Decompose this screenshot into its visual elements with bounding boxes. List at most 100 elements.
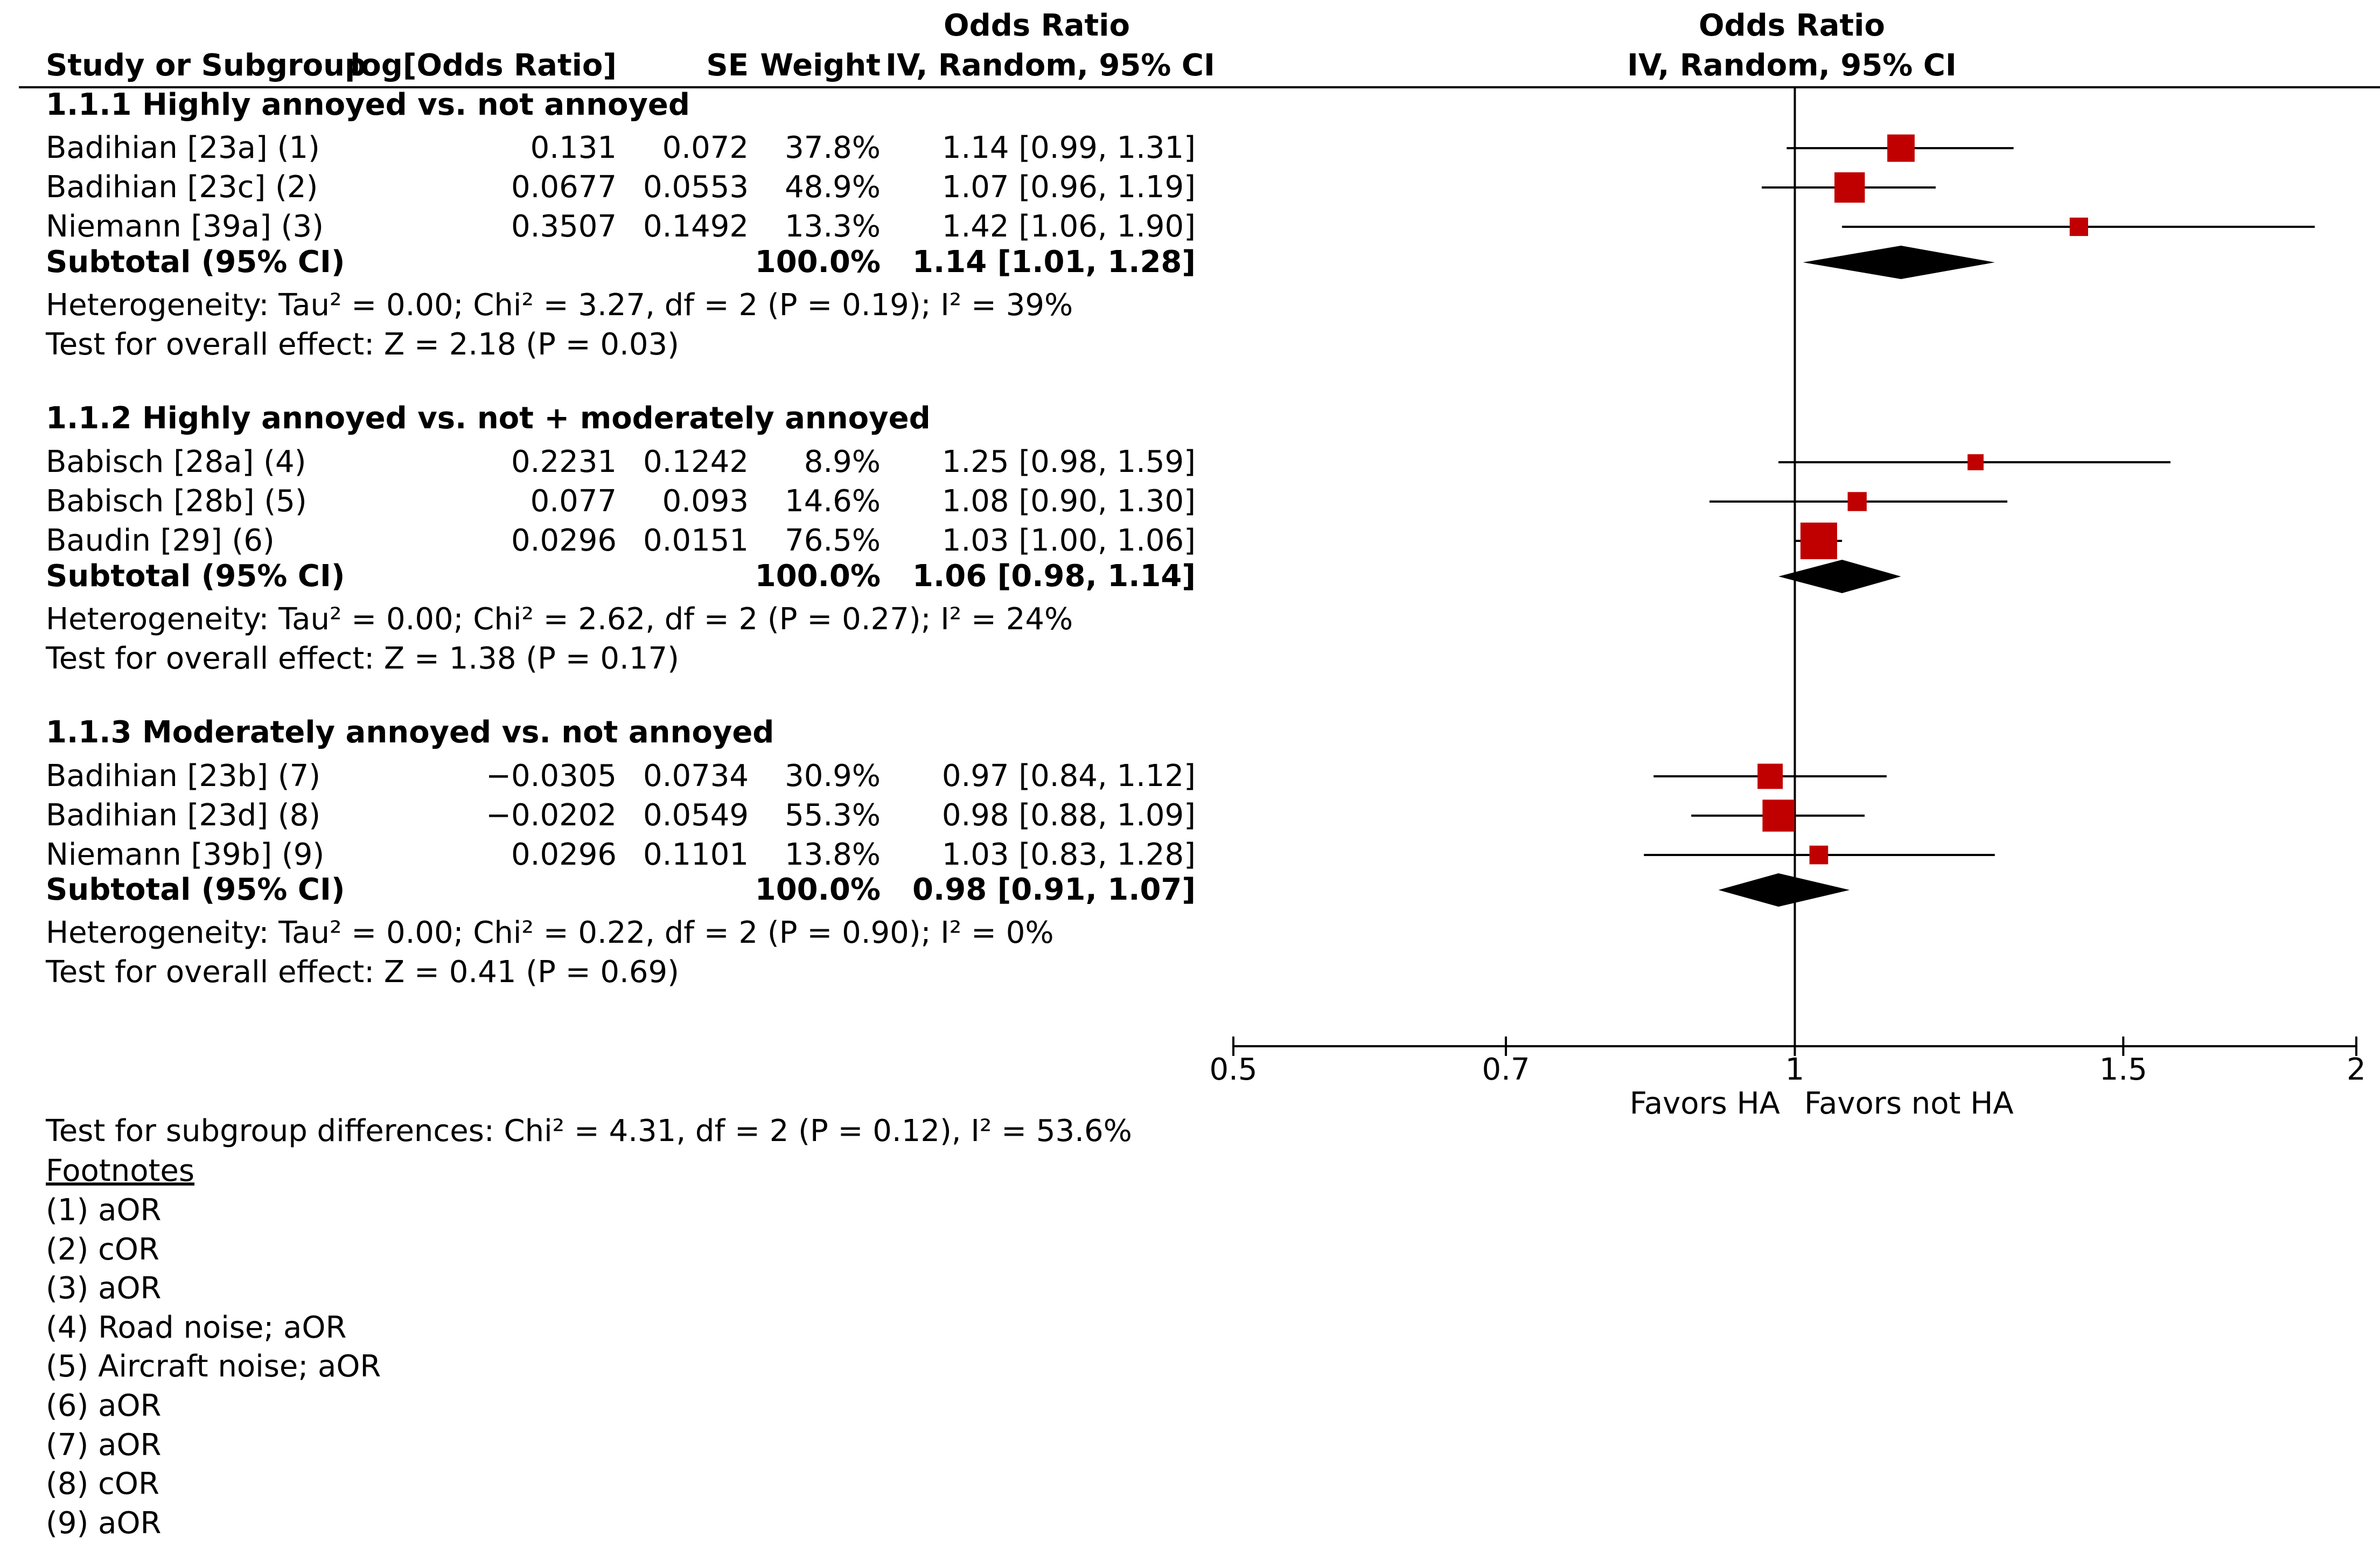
study-weight: 55.3% — [785, 798, 881, 833]
subtotal-diamond — [1778, 560, 1901, 593]
logor-column-header: log[Odds Ratio] — [350, 48, 617, 83]
x-axis-tick-label: 2 — [2347, 1052, 2366, 1087]
subtotal-label: Subtotal (95% CI) — [46, 872, 345, 907]
subtotal-row: Subtotal (95% CI) 100.0% 1.14 [1.01, 1.2… — [46, 245, 1196, 280]
heterogeneity-text: Heterogeneity: Tau² = 0.00; Chi² = 0.22,… — [46, 915, 1054, 950]
study-logor: −0.0305 — [486, 759, 617, 794]
se-column-header: SE — [706, 48, 749, 83]
subgroup-differences-text: Test for subgroup differences: Chi² = 4.… — [45, 1114, 1132, 1149]
study-logor: 0.0296 — [511, 837, 617, 872]
table-row: Babisch [28b] (5) 0.077 0.093 14.6% 1.08… — [46, 484, 1196, 519]
study-name: Niemann [39a] (3) — [46, 209, 324, 244]
study-point-square — [1887, 134, 1915, 162]
table-row: Baudin [29] (6) 0.0296 0.0151 76.5% 1.03… — [46, 523, 1196, 558]
overall-effect-text: Test for overall effect: Z = 1.38 (P = 0… — [45, 641, 679, 676]
study-se: 0.0553 — [643, 170, 749, 205]
x-axis-tick-label: 0.5 — [1209, 1052, 1257, 1087]
study-name: Badihian [23c] (2) — [46, 170, 318, 205]
subgroup-title: 1.1.2 Highly annoyed vs. not + moderatel… — [46, 401, 931, 436]
study-ci: 1.14 [0.99, 1.31] — [942, 130, 1196, 165]
study-logor: 0.131 — [531, 130, 617, 165]
or-column-title: Odds Ratio — [944, 8, 1130, 43]
subtotal-weight: 100.0% — [755, 559, 881, 594]
footnotes-title: Footnotes — [46, 1153, 194, 1188]
study-name: Badihian [23b] (7) — [46, 759, 320, 794]
table-row: Badihian [23c] (2) 0.0677 0.0553 48.9% 1… — [46, 170, 1196, 205]
study-se: 0.0734 — [643, 759, 749, 794]
plot-method: IV, Random, 95% CI — [1627, 48, 1957, 83]
subgroup-title: 1.1.3 Moderately annoyed vs. not annoyed — [46, 715, 774, 750]
study-point-square — [1809, 845, 1828, 865]
table-row: Niemann [39a] (3) 0.3507 0.1492 13.3% 1.… — [46, 209, 1196, 244]
heterogeneity-text: Heterogeneity: Tau² = 0.00; Chi² = 3.27,… — [46, 288, 1073, 323]
footnote-item: (9) aOR — [46, 1506, 161, 1541]
study-ci: 0.98 [0.88, 1.09] — [942, 798, 1196, 833]
footnote-item: (2) cOR — [46, 1232, 159, 1267]
study-name: Babisch [28a] (4) — [46, 444, 306, 479]
study-ci: 0.97 [0.84, 1.12] — [942, 759, 1196, 794]
study-se: 0.1242 — [643, 444, 749, 479]
subtotal-ci: 1.06 [0.98, 1.14] — [912, 559, 1196, 594]
study-name: Niemann [39b] (9) — [46, 837, 324, 872]
study-weight: 76.5% — [785, 523, 881, 558]
study-point-square — [1757, 763, 1783, 789]
favors-right-label: Favors not HA — [1804, 1086, 2014, 1121]
table-row: Badihian [23d] (8) −0.0202 0.0549 55.3% … — [46, 798, 1196, 833]
study-ci: 1.03 [1.00, 1.06] — [942, 523, 1196, 558]
footnote-item: (8) cOR — [46, 1466, 159, 1501]
study-logor: 0.0677 — [511, 170, 617, 205]
subtotal-weight: 100.0% — [755, 872, 881, 907]
subtotal-weight: 100.0% — [755, 245, 881, 280]
study-weight: 13.8% — [785, 837, 881, 872]
study-name: Badihian [23a] (1) — [46, 130, 320, 165]
footnote-item: (4) Road noise; aOR — [46, 1310, 346, 1345]
study-point-square — [1834, 172, 1865, 203]
x-axis-tick-label: 0.7 — [1482, 1052, 1530, 1087]
study-point-square — [1800, 523, 1837, 559]
subtotal-diamond — [1718, 873, 1850, 907]
study-name: Baudin [29] (6) — [46, 523, 275, 558]
footnote-item: (7) aOR — [46, 1428, 161, 1463]
study-weight: 37.8% — [785, 130, 881, 165]
study-logor: 0.2231 — [511, 444, 617, 479]
study-name: Babisch [28b] (5) — [46, 484, 307, 519]
study-ci: 1.03 [0.83, 1.28] — [942, 837, 1196, 872]
study-logor: 0.0296 — [511, 523, 617, 558]
subtotal-diamond — [1803, 246, 1995, 279]
overall-effect-text: Test for overall effect: Z = 0.41 (P = 0… — [45, 955, 679, 990]
subtotal-row: Subtotal (95% CI) 100.0% 0.98 [0.91, 1.0… — [46, 872, 1196, 907]
study-logor: −0.0202 — [486, 798, 617, 833]
study-weight: 13.3% — [785, 209, 881, 244]
study-ci: 1.25 [0.98, 1.59] — [942, 444, 1196, 479]
footnote-item: (5) Aircraft noise; aOR — [46, 1349, 381, 1384]
subgroup-title: 1.1.1 Highly annoyed vs. not annoyed — [46, 87, 690, 122]
study-point-square — [1847, 492, 1867, 511]
overall-effect-text: Test for overall effect: Z = 2.18 (P = 0… — [45, 327, 679, 362]
subtotal-row: Subtotal (95% CI) 100.0% 1.06 [0.98, 1.1… — [46, 559, 1196, 594]
weight-column-header: Weight — [760, 48, 881, 83]
study-logor: 0.3507 — [511, 209, 617, 244]
heterogeneity-text: Heterogeneity: Tau² = 0.00; Chi² = 2.62,… — [46, 602, 1073, 637]
subtotal-ci: 0.98 [0.91, 1.07] — [912, 872, 1196, 907]
x-axis-tick-label: 1 — [1785, 1052, 1805, 1087]
study-weight: 30.9% — [785, 759, 881, 794]
study-se: 0.093 — [662, 484, 749, 519]
subtotal-label: Subtotal (95% CI) — [46, 559, 345, 594]
study-point-square — [2069, 217, 2088, 237]
table-row: Niemann [39b] (9) 0.0296 0.1101 13.8% 1.… — [46, 837, 1196, 872]
study-se: 0.0549 — [643, 798, 749, 833]
study-se: 0.1101 — [643, 837, 749, 872]
study-point-square — [1762, 799, 1795, 832]
footnote-item: (6) aOR — [46, 1388, 161, 1423]
table-row: Babisch [28a] (4) 0.2231 0.1242 8.9% 1.2… — [46, 444, 1196, 479]
subtotal-ci: 1.14 [1.01, 1.28] — [912, 245, 1196, 280]
table-row: Badihian [23a] (1) 0.131 0.072 37.8% 1.1… — [46, 130, 1196, 165]
study-point-square — [1967, 454, 1984, 470]
favors-left-label: Favors HA — [1630, 1086, 1780, 1121]
study-ci: 1.07 [0.96, 1.19] — [942, 170, 1196, 205]
study-ci: 1.08 [0.90, 1.30] — [942, 484, 1196, 519]
study-logor: 0.077 — [531, 484, 617, 519]
table-row: Badihian [23b] (7) −0.0305 0.0734 30.9% … — [46, 759, 1196, 794]
subtotal-label: Subtotal (95% CI) — [46, 245, 345, 280]
